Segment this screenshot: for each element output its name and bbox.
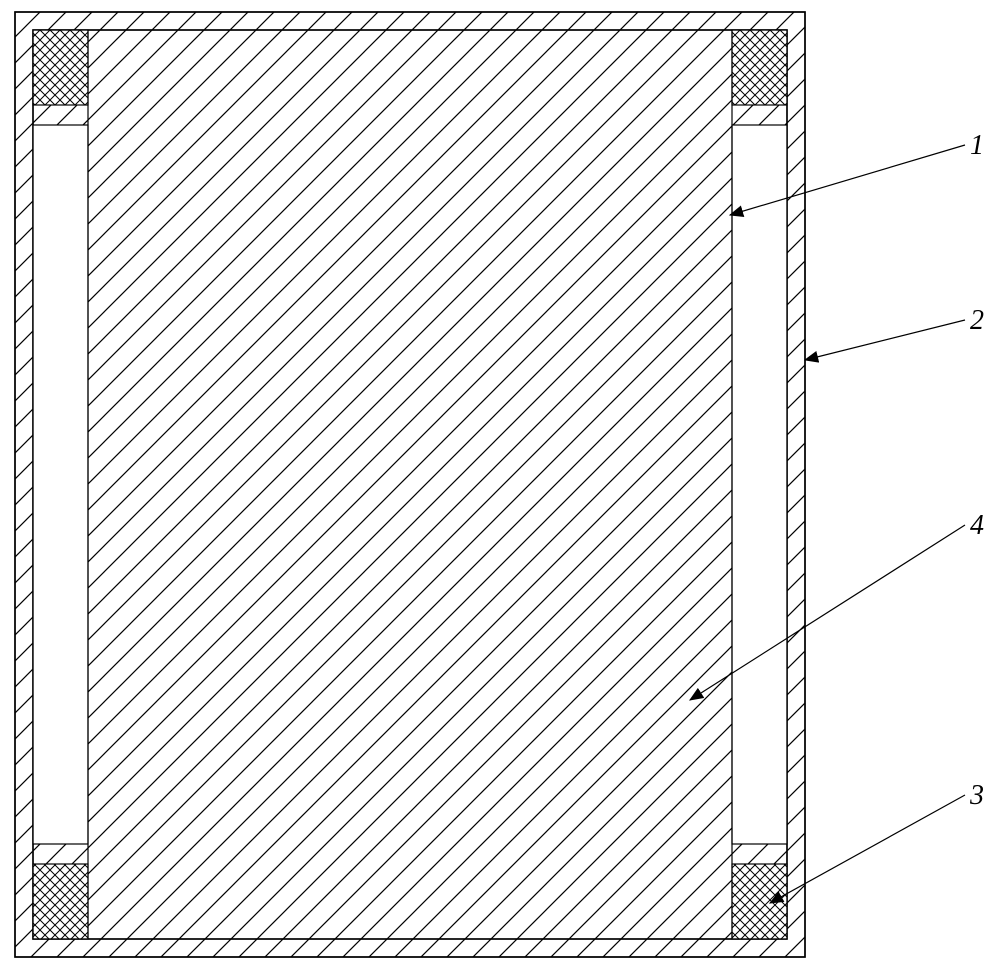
corner-block-bottom-right xyxy=(732,864,787,939)
callout-label-3: 3 xyxy=(970,780,984,812)
core-body xyxy=(33,30,787,939)
callout-label-4: 4 xyxy=(970,510,984,542)
diagram-svg xyxy=(0,0,1000,970)
callout-label-2: 2 xyxy=(970,305,984,337)
slot-right xyxy=(732,125,787,844)
corner-block-top-left xyxy=(33,30,88,105)
callout-label-1: 1 xyxy=(970,130,984,162)
leader-line-2 xyxy=(805,320,965,360)
slot-left xyxy=(33,125,88,844)
corner-block-bottom-left xyxy=(33,864,88,939)
corner-block-top-right xyxy=(732,30,787,105)
